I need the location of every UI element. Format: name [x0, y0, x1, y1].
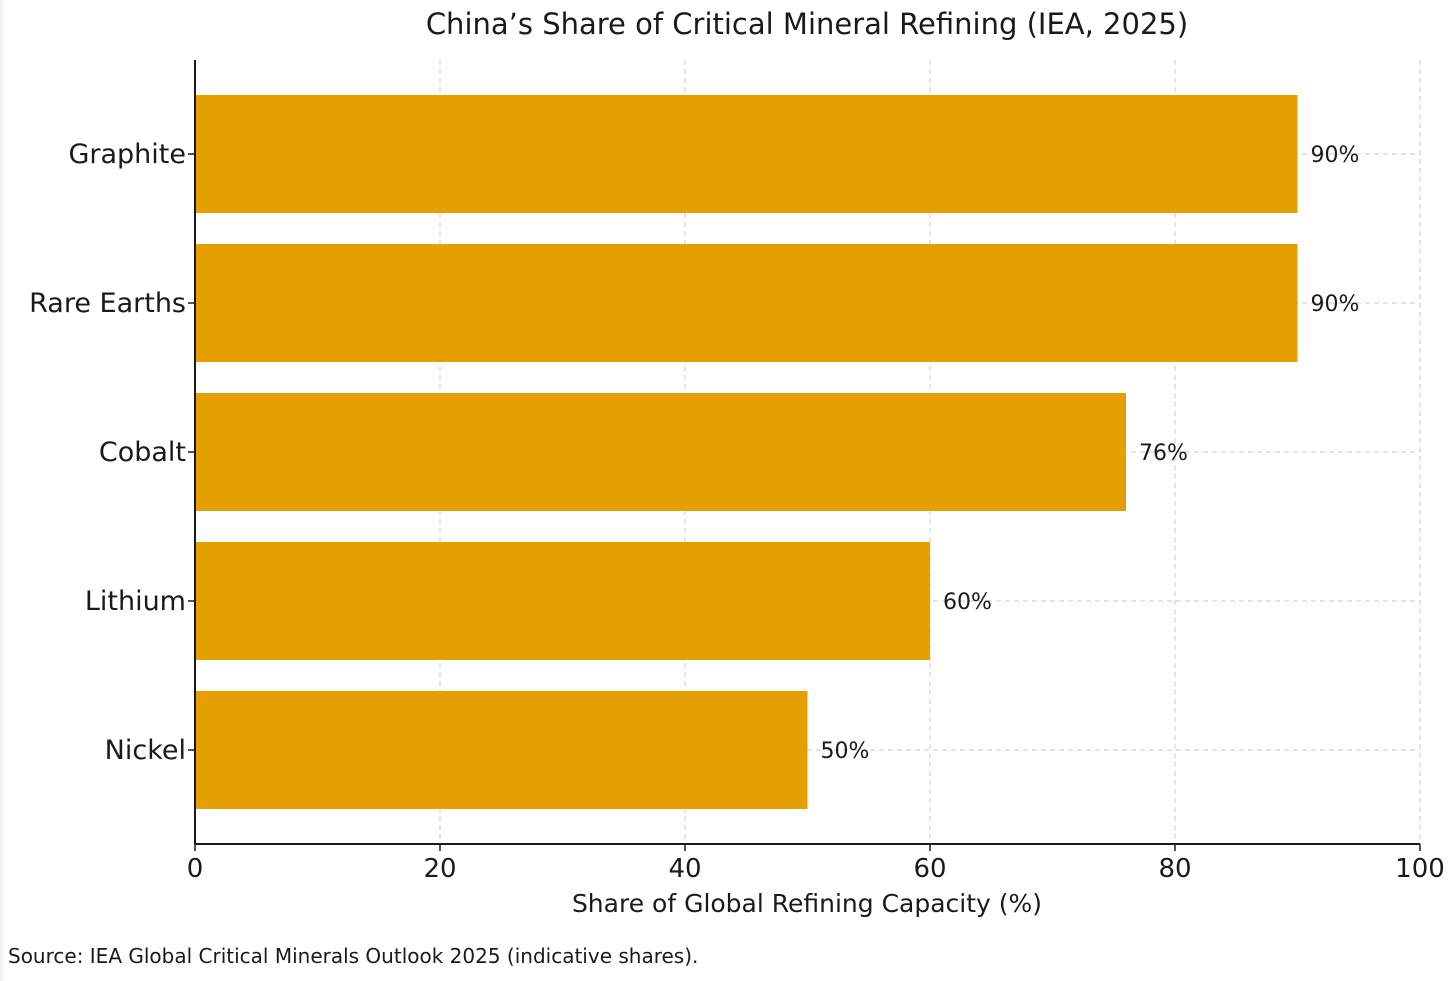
x-tick-label: 100 — [1395, 854, 1445, 884]
chart-title: China’s Share of Critical Mineral Refini… — [426, 7, 1188, 41]
bar-graphite — [195, 95, 1298, 213]
category-label: Cobalt — [99, 437, 186, 468]
category-label: Rare Earths — [29, 288, 186, 319]
x-tick-label: 20 — [423, 854, 456, 884]
bar-nickel — [195, 691, 808, 809]
bars — [195, 95, 1298, 809]
category-label: Nickel — [105, 735, 186, 766]
x-tick-label: 0 — [187, 854, 204, 884]
bar-chart: China’s Share of Critical Mineral Refini… — [29, 7, 1445, 918]
axes — [188, 60, 1421, 851]
data-label: 90% — [1311, 143, 1360, 168]
data-label: 76% — [1139, 441, 1188, 466]
category-label: Lithium — [85, 586, 186, 617]
bar-lithium — [195, 542, 930, 660]
category-label: Graphite — [68, 139, 186, 170]
x-axis-label: Share of Global Refining Capacity (%) — [572, 889, 1042, 918]
x-tick-label: 60 — [913, 854, 946, 884]
x-tick-label: 40 — [668, 854, 701, 884]
source-note: Source: IEA Global Critical Minerals Out… — [8, 944, 699, 968]
x-tick-label: 80 — [1158, 854, 1191, 884]
labels: Graphite 90% Rare Earths 90% Cobalt 76% Lithiu… — [29, 139, 1445, 884]
data-label: 90% — [1311, 292, 1360, 317]
bar-rare-earths — [195, 244, 1298, 362]
left-edge-shade — [0, 0, 6, 981]
data-label: 60% — [943, 590, 992, 615]
bar-cobalt — [195, 393, 1126, 511]
data-label: 50% — [821, 739, 870, 764]
